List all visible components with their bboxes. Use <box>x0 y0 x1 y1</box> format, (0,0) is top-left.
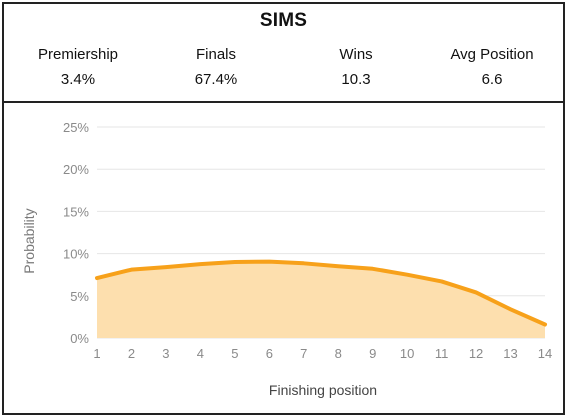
x-tick-label: 9 <box>369 346 376 361</box>
x-tick-label: 11 <box>435 346 449 361</box>
y-tick-label: 10% <box>63 247 89 262</box>
card-header: SIMS Premiership 3.4% Finals 67.4% Wins … <box>4 4 563 103</box>
card-title: SIMS <box>259 10 308 31</box>
stat-finals: Finals 67.4% <box>146 44 286 91</box>
x-tick-label: 4 <box>197 346 204 361</box>
x-tick-label: 3 <box>162 346 169 361</box>
y-tick-label: 15% <box>63 204 89 219</box>
stat-avg-position: Avg Position 6.6 <box>422 44 562 91</box>
x-tick-label: 6 <box>266 346 273 361</box>
stat-value: 10.3 <box>341 71 371 88</box>
series-area-fill <box>97 261 545 338</box>
chart-area: 0% 5% 10% 15% 20% 25% 1 2 3 4 5 6 7 8 9 10 11 12 13 14 Fin… <box>4 103 563 413</box>
x-tick-label: 1 <box>93 346 100 361</box>
stat-label: Avg Position <box>450 46 534 63</box>
stat-value: 6.6 <box>481 71 503 88</box>
x-axis-label: Finishing position <box>269 382 377 398</box>
y-tick-label: 5% <box>70 289 89 304</box>
stat-label: Finals <box>195 46 236 63</box>
y-tick-label: 25% <box>63 120 89 135</box>
x-tick-label: 13 <box>503 346 517 361</box>
stat-value: 67.4% <box>194 71 238 88</box>
y-tick-labels: 0% 5% 10% 15% 20% 25% <box>63 120 89 346</box>
probability-chart: 0%5%10%15%20%25% 1 2 3 4 5 6 7 8 9 10 11 12 13 14 Fin… <box>21 120 552 398</box>
stat-premiership: Premiership 3.4% <box>8 44 148 91</box>
y-tick-label: 20% <box>63 162 89 177</box>
x-tick-labels: 1 2 3 4 5 6 7 8 9 10 11 12 13 14 <box>93 346 552 361</box>
y-tick-label: 0% <box>70 331 89 346</box>
stat-value: 3.4% <box>60 71 96 88</box>
x-tick-label: 7 <box>300 346 307 361</box>
stats-row: Premiership 3.4% Finals 67.4% Wins 10.3 … <box>4 44 563 100</box>
x-tick-label: 2 <box>128 346 135 361</box>
x-tick-label: 5 <box>231 346 238 361</box>
series-line <box>95 259 547 327</box>
stat-label: Premiership <box>37 46 119 63</box>
area-layer <box>95 259 547 338</box>
x-tick-label: 10 <box>400 346 414 361</box>
x-tick-label: 12 <box>469 346 483 361</box>
stat-wins: Wins 10.3 <box>286 44 426 91</box>
y-axis-label: Probability <box>21 208 37 273</box>
x-tick-label: 8 <box>335 346 342 361</box>
stat-label: Wins <box>339 46 373 63</box>
x-tick-label: 14 <box>538 346 552 361</box>
